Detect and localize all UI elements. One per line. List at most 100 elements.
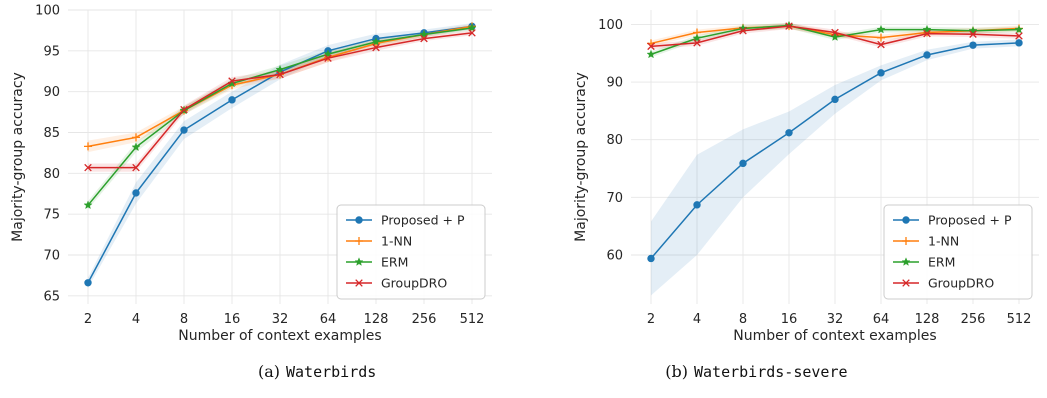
x-tick-label-a: 4 [132, 312, 140, 327]
legend-label-groupdro-a: GroupDRO [381, 276, 447, 291]
data-point-erm-a [83, 200, 93, 210]
y-tick-label-a: 65 [43, 289, 60, 304]
legend-marker-erm-b [901, 257, 911, 266]
panel-a: 65 70 75 80 85 90 95 100 2 4 8 16 32 64 128 256 512 Numbe… [10, 4, 492, 344]
data-point-erm-b [784, 20, 794, 30]
x-tick-label-b: 512 [1007, 312, 1032, 327]
data-point-erm-b [646, 49, 656, 59]
legend-marker-proposed-b [902, 216, 910, 224]
data-point-proposed-b [1015, 39, 1023, 47]
data-point-proposed-a [84, 279, 92, 287]
data-point-groupdro-a [468, 29, 476, 37]
x-tick-label-b: 32 [827, 312, 844, 327]
legend-label-one_nn-b: 1-NN [928, 234, 959, 249]
x-tick-label-b: 2 [647, 312, 655, 327]
data-point-proposed-b [877, 69, 885, 77]
caption-a-name: Waterbirds [286, 363, 376, 381]
data-point-groupdro-b [831, 28, 839, 37]
legend-label-groupdro-b: GroupDRO [928, 276, 994, 291]
data-point-one_nn-a [84, 142, 92, 151]
y-tick-label-a: 85 [43, 126, 60, 141]
data-point-proposed-b [693, 201, 701, 209]
legend-marker-proposed-a [355, 216, 363, 224]
data-point-groupdro-a [324, 54, 332, 62]
data-point-proposed-b [831, 95, 839, 104]
data-point-groupdro-a [228, 77, 236, 85]
x-tick-label-b: 256 [961, 312, 986, 327]
y-tick-label-a: 80 [43, 167, 60, 182]
data-point-proposed-b [785, 129, 793, 137]
legend-label-erm-a: ERM [381, 255, 408, 270]
data-point-erm-a [467, 23, 477, 32]
data-point-erm-b [1014, 24, 1024, 34]
data-point-groupdro-b [877, 40, 885, 49]
data-point-groupdro-b [739, 26, 747, 35]
data-point-proposed-b [969, 41, 977, 49]
data-point-one_nn-a [132, 133, 140, 142]
y-tick-label-a: 90 [43, 85, 60, 100]
caption-a-prefix: (a) [258, 362, 280, 381]
data-point-erm-a [131, 142, 141, 152]
y-tick-label-a: 95 [43, 44, 60, 59]
caption-b-name: Waterbirds-severe [694, 363, 848, 381]
y-tick-label-b: 60 [606, 249, 623, 264]
y-tick-label-b: 100 [598, 18, 623, 33]
legend-label-proposed-b: Proposed + P [928, 213, 1012, 228]
x-axis-label-a: Number of context examples [178, 328, 381, 344]
y-tick-label-a: 100 [35, 4, 60, 19]
x-tick-label-a: 512 [460, 312, 485, 327]
legend-label-one_nn-a: 1-NN [381, 234, 412, 249]
data-point-groupdro-a [420, 34, 428, 43]
data-point-erm-b [968, 25, 978, 35]
caption-b-prefix: (b) [665, 362, 688, 381]
data-point-erm-b [692, 33, 702, 43]
x-tick-label-a: 32 [272, 312, 289, 327]
x-tick-label-b: 128 [915, 312, 940, 327]
data-point-proposed-a [180, 126, 188, 134]
data-point-erm-a [275, 64, 285, 74]
data-point-erm-a [323, 49, 333, 58]
y-tick-label-b: 80 [606, 133, 623, 148]
legend-marker-groupdro-b [902, 279, 910, 287]
data-point-erm-a [419, 29, 429, 39]
data-point-groupdro-a [180, 105, 188, 114]
legend-marker-one_nn-b [902, 237, 910, 245]
x-tick-label-b: 16 [781, 312, 798, 327]
y-tick-label-a: 75 [43, 208, 60, 223]
data-point-proposed-b [739, 159, 747, 168]
x-tick-label-b: 4 [693, 312, 701, 327]
legend-box-a [336, 204, 486, 300]
data-point-one_nn-b [877, 33, 885, 42]
legend-marker-one_nn-a [355, 237, 363, 245]
x-axis-label-b: Number of context examples [733, 328, 936, 344]
data-point-proposed-b [647, 254, 655, 263]
data-point-erm-a [371, 37, 381, 46]
data-point-proposed-b [923, 51, 931, 59]
data-point-groupdro-a [84, 163, 92, 172]
y-tick-label-a: 70 [43, 249, 60, 264]
data-point-groupdro-b [693, 39, 701, 47]
y-axis-label-a: Majority-group accuracy [10, 72, 26, 242]
legend-marker-groupdro-a [355, 279, 363, 287]
y-tick-label-b: 90 [606, 76, 623, 91]
legend-label-proposed-a: Proposed + P [381, 213, 465, 228]
x-tick-label-a: 256 [412, 312, 437, 327]
x-tick-label-b: 64 [873, 312, 890, 327]
data-point-proposed-a [228, 96, 236, 104]
data-point-groupdro-a [132, 163, 140, 172]
data-point-groupdro-b [1015, 32, 1023, 40]
panel-b: 60 70 80 90 100 2 4 8 16 32 64 128 256 512 Number of c… [573, 10, 1039, 344]
legend-box-b [883, 204, 1033, 300]
data-point-groupdro-b [969, 30, 977, 38]
data-point-erm-b [922, 24, 932, 34]
x-tick-label-a: 128 [364, 312, 389, 327]
x-tick-label-a: 8 [180, 312, 188, 327]
x-tick-label-a: 2 [84, 312, 92, 327]
y-tick-label-b: 70 [606, 191, 623, 206]
legend-label-erm-b: ERM [928, 255, 955, 270]
x-tick-label-a: 16 [224, 312, 241, 327]
y-axis-label-b: Majority-group accuracy [573, 72, 589, 242]
data-point-groupdro-b [785, 22, 793, 30]
data-point-groupdro-b [647, 42, 655, 51]
